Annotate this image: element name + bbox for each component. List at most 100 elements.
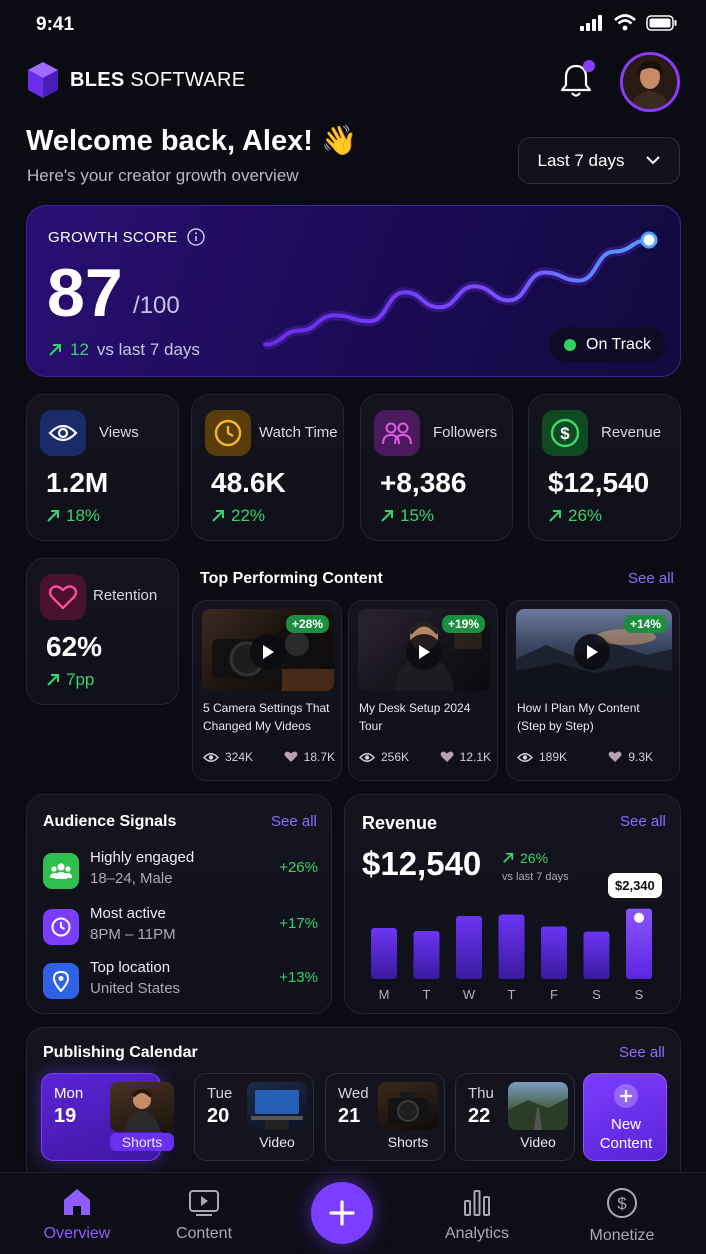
stat-card-watch-time[interactable]: Watch Time 48.6K 22%	[191, 394, 344, 541]
video-icon	[189, 1190, 219, 1216]
day-number: 21	[338, 1105, 361, 1127]
growth-delta: 12 vs last 7 days	[48, 340, 200, 360]
stat-value: +8,386	[380, 467, 467, 498]
calendar-day[interactable]: Wed 21 Shorts	[325, 1073, 445, 1161]
date-range-select[interactable]: Last 7 days	[518, 137, 680, 184]
dollar-icon: $	[607, 1188, 637, 1218]
revenue-card[interactable]: Revenue See all $12,540 26% vs last 7 da…	[344, 794, 681, 1014]
stat-delta-value: 15%	[400, 506, 435, 525]
stat-delta: 18%	[46, 506, 100, 526]
bell-icon[interactable]	[558, 62, 594, 100]
trend-end-point	[640, 231, 658, 249]
audience-row[interactable]: Top location United States +13%	[43, 959, 318, 1003]
welcome-heading: Welcome back, Alex! 👋	[26, 125, 358, 157]
revenue-title: Revenue	[362, 813, 438, 833]
avatar[interactable]	[620, 52, 680, 112]
heart-icon	[284, 751, 298, 762]
calendar-day[interactable]: Tue 20 Video	[194, 1073, 314, 1161]
plus-icon	[614, 1084, 638, 1108]
trend-series-line	[263, 238, 651, 347]
x-tick-label: S	[635, 987, 644, 1002]
content-meta: 256K 12.1K	[359, 750, 491, 764]
play-icon[interactable]	[250, 634, 286, 670]
revenue-bar[interactable]	[626, 908, 652, 979]
plus-icon	[329, 1200, 355, 1226]
audience-label: Most active	[90, 905, 166, 922]
audience-title: Audience Signals	[43, 813, 177, 830]
revenue-bar[interactable]	[498, 914, 525, 980]
growth-score-card[interactable]: GROWTH SCORE 87 /100 12 vs last 7 days O…	[26, 205, 681, 377]
day-name: Thu	[468, 1085, 494, 1102]
stat-card-revenue[interactable]: $ Revenue $12,540 26%	[528, 394, 681, 541]
calendar-see-all[interactable]: See all	[619, 1044, 665, 1061]
content-card[interactable]: +14% How I Plan My Content (Step by Step…	[506, 600, 680, 781]
battery-icon	[646, 14, 677, 31]
stat-card-followers[interactable]: Followers +8,386 15%	[360, 394, 513, 541]
home-icon	[64, 1189, 90, 1215]
stat-card-views[interactable]: Views 1.2M 18%	[26, 394, 179, 541]
status-dot	[564, 338, 577, 351]
play-icon[interactable]	[574, 634, 610, 670]
growth-score-value: 87	[47, 255, 123, 331]
growth-title: GROWTH SCORE	[48, 228, 206, 246]
play-icon[interactable]	[406, 634, 442, 670]
revenue-bar[interactable]	[371, 928, 397, 979]
audience-pct: +13%	[279, 969, 318, 986]
clock-icon	[43, 909, 79, 945]
audience-see-all[interactable]: See all	[271, 813, 317, 830]
status-label: On Track	[586, 335, 651, 353]
retention-value: 62%	[46, 631, 103, 662]
content-thumbnail[interactable]: +28%	[202, 609, 334, 691]
day-thumbnail	[110, 1082, 174, 1132]
audience-label: Top location	[90, 959, 171, 976]
create-fab-button[interactable]	[311, 1182, 373, 1244]
calendar-day-selected[interactable]: Mon 19 Shorts	[41, 1073, 174, 1161]
day-number: 20	[207, 1105, 230, 1127]
group-icon	[43, 853, 79, 889]
audience-signals-card[interactable]: Audience Signals See all Highly engaged …	[26, 794, 332, 1014]
nav-item-analytics[interactable]: Analytics	[422, 1187, 532, 1243]
arrow-up-right-icon	[549, 510, 561, 522]
content-thumbnail[interactable]: +14%	[516, 609, 672, 691]
audience-row[interactable]: Most active 8PM – 11PM +17%	[43, 905, 318, 949]
nav-item-monetize[interactable]: $ Monetize	[567, 1187, 677, 1245]
status-time: 9:41	[36, 14, 75, 35]
revenue-bar[interactable]	[413, 931, 440, 979]
content-likes: 9.3K	[628, 750, 653, 764]
heart-icon	[40, 574, 86, 620]
publishing-calendar: Publishing Calendar See all Mon 19 Short…	[26, 1027, 681, 1177]
revenue-bar[interactable]	[456, 916, 482, 979]
revenue-see-all[interactable]: See all	[620, 813, 666, 830]
content-thumbnail[interactable]: +19%	[358, 609, 490, 691]
day-name: Mon	[54, 1085, 84, 1102]
brand-logo[interactable]: BLES SOFTWARE	[26, 60, 245, 100]
day-number: 22	[468, 1105, 491, 1127]
bar-chart-icon	[464, 1190, 490, 1216]
top-content-see-all[interactable]: See all	[628, 570, 674, 587]
nav-item-content[interactable]: Content	[149, 1187, 259, 1243]
x-tick-label: W	[463, 987, 476, 1002]
growth-trend-line	[263, 231, 658, 350]
audience-row[interactable]: Highly engaged 18–24, Male +26%	[43, 849, 318, 893]
svg-text:$: $	[617, 1194, 627, 1213]
nav-item-overview[interactable]: Overview	[22, 1187, 132, 1243]
stat-delta: 26%	[548, 506, 602, 526]
day-thumbnail	[378, 1082, 438, 1130]
retention-card[interactable]: Retention 62% 7pp	[26, 558, 179, 705]
calendar-day[interactable]: Thu 22 Video	[455, 1073, 575, 1161]
growth-delta-value: 12	[70, 340, 89, 359]
content-title: How I Plan My Content (Step by Step)	[517, 701, 640, 733]
audience-detail: 18–24, Male	[90, 870, 173, 887]
info-icon[interactable]	[187, 228, 206, 246]
nav-label: Monetize	[589, 1227, 655, 1244]
eye-icon	[517, 752, 533, 762]
audience-detail: United States	[90, 980, 181, 997]
revenue-bar[interactable]	[541, 926, 567, 980]
content-card[interactable]: +19% My Desk Setup 2024 Tour 256K 12.1K	[348, 600, 498, 781]
content-meta: 324K 18.7K	[203, 750, 335, 764]
content-card[interactable]: +28% 5 Camera Settings That Changed My V…	[192, 600, 342, 781]
revenue-bar[interactable]	[583, 931, 610, 979]
new-content-button[interactable]: New Content	[583, 1073, 667, 1161]
eye-icon	[40, 410, 86, 456]
